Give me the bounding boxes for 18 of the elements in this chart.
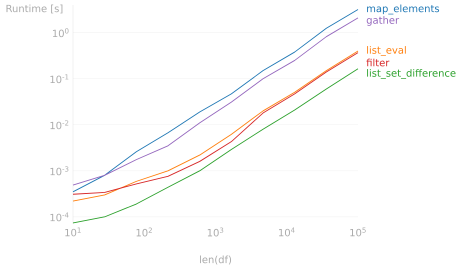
y-tick-label: 10$^{-2}$	[50, 120, 68, 130]
x-tick-label: 10$^{1}$	[65, 228, 81, 236]
y-tick-label: 10$^{-1}$	[50, 74, 68, 84]
y-tick-label: 10$^{-4}$	[50, 212, 69, 222]
series-label: list_set_difference	[367, 69, 456, 79]
series-label: gather	[366, 16, 400, 26]
y-tick-label: 10$^{0}$	[52, 28, 69, 38]
series-label: map_elements	[367, 4, 440, 14]
series-label: filter	[366, 58, 390, 66]
line-series	[72, 68, 358, 224]
x-tick-label: 10$^{2}$	[136, 228, 152, 236]
y-axis-title: Runtime [s]	[6, 4, 62, 14]
series-label: list_eval	[367, 46, 406, 56]
x-tick-label: 10$^{4}$	[279, 228, 295, 236]
y-tick-label: 10$^{-3}$	[50, 166, 68, 176]
x-axis-title: len(df)	[200, 256, 232, 264]
x-tick-label: 10$^{3}$	[208, 228, 224, 236]
x-tick-label: 10$^{5}$	[350, 228, 366, 236]
